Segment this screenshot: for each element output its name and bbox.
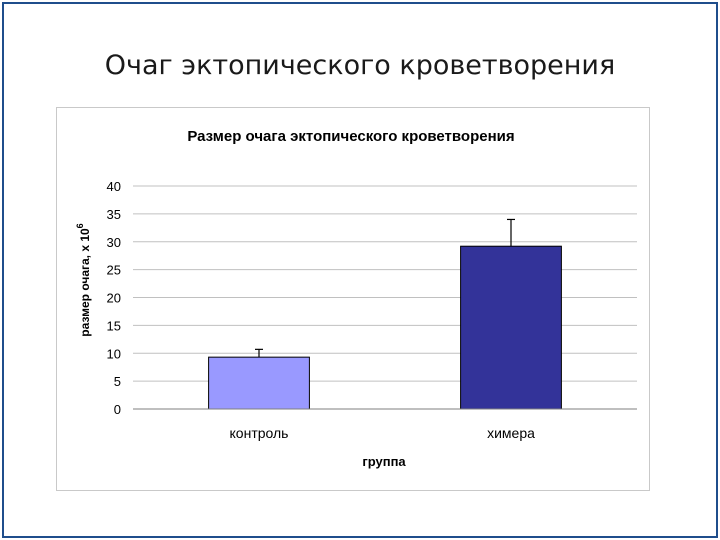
slide-title: Очаг эктопического кроветворения <box>104 50 616 81</box>
y-tick-label: 0 <box>114 402 121 417</box>
x-axis-label: группа <box>362 454 406 469</box>
chart-panel: Размер очага эктопического кроветворения… <box>56 107 650 491</box>
y-tick-label: 30 <box>107 235 121 250</box>
y-tick-label: 20 <box>107 291 121 306</box>
x-tick-label: контроль <box>230 425 289 441</box>
bars <box>208 218 562 410</box>
y-tick-labels: 0 5 10 15 20 25 30 35 40 <box>107 179 121 417</box>
y-axis-label: размер очага, x 106 <box>75 223 92 336</box>
y-axis-label-text: размер очага, x 10 <box>78 228 92 337</box>
chart-title: Размер очага эктопического кроветворения <box>187 128 514 145</box>
bar-1 <box>208 356 310 410</box>
y-tick-label: 35 <box>107 207 121 222</box>
y-tick-label: 5 <box>114 374 121 389</box>
y-tick-label: 15 <box>107 318 121 333</box>
y-tick-label: 25 <box>107 263 121 278</box>
y-tick-label: 40 <box>107 179 121 194</box>
x-tick-label: химера <box>487 425 535 441</box>
y-tick-label: 10 <box>107 346 121 361</box>
bar-2 <box>460 245 562 410</box>
y-axis-label-group: размер очага, x 106 <box>75 223 92 336</box>
bar-chart: Размер очага эктопического кроветворения… <box>75 128 637 469</box>
x-tick-labels: контроль химера <box>230 425 536 441</box>
y-axis-label-exponent: 6 <box>75 223 85 228</box>
